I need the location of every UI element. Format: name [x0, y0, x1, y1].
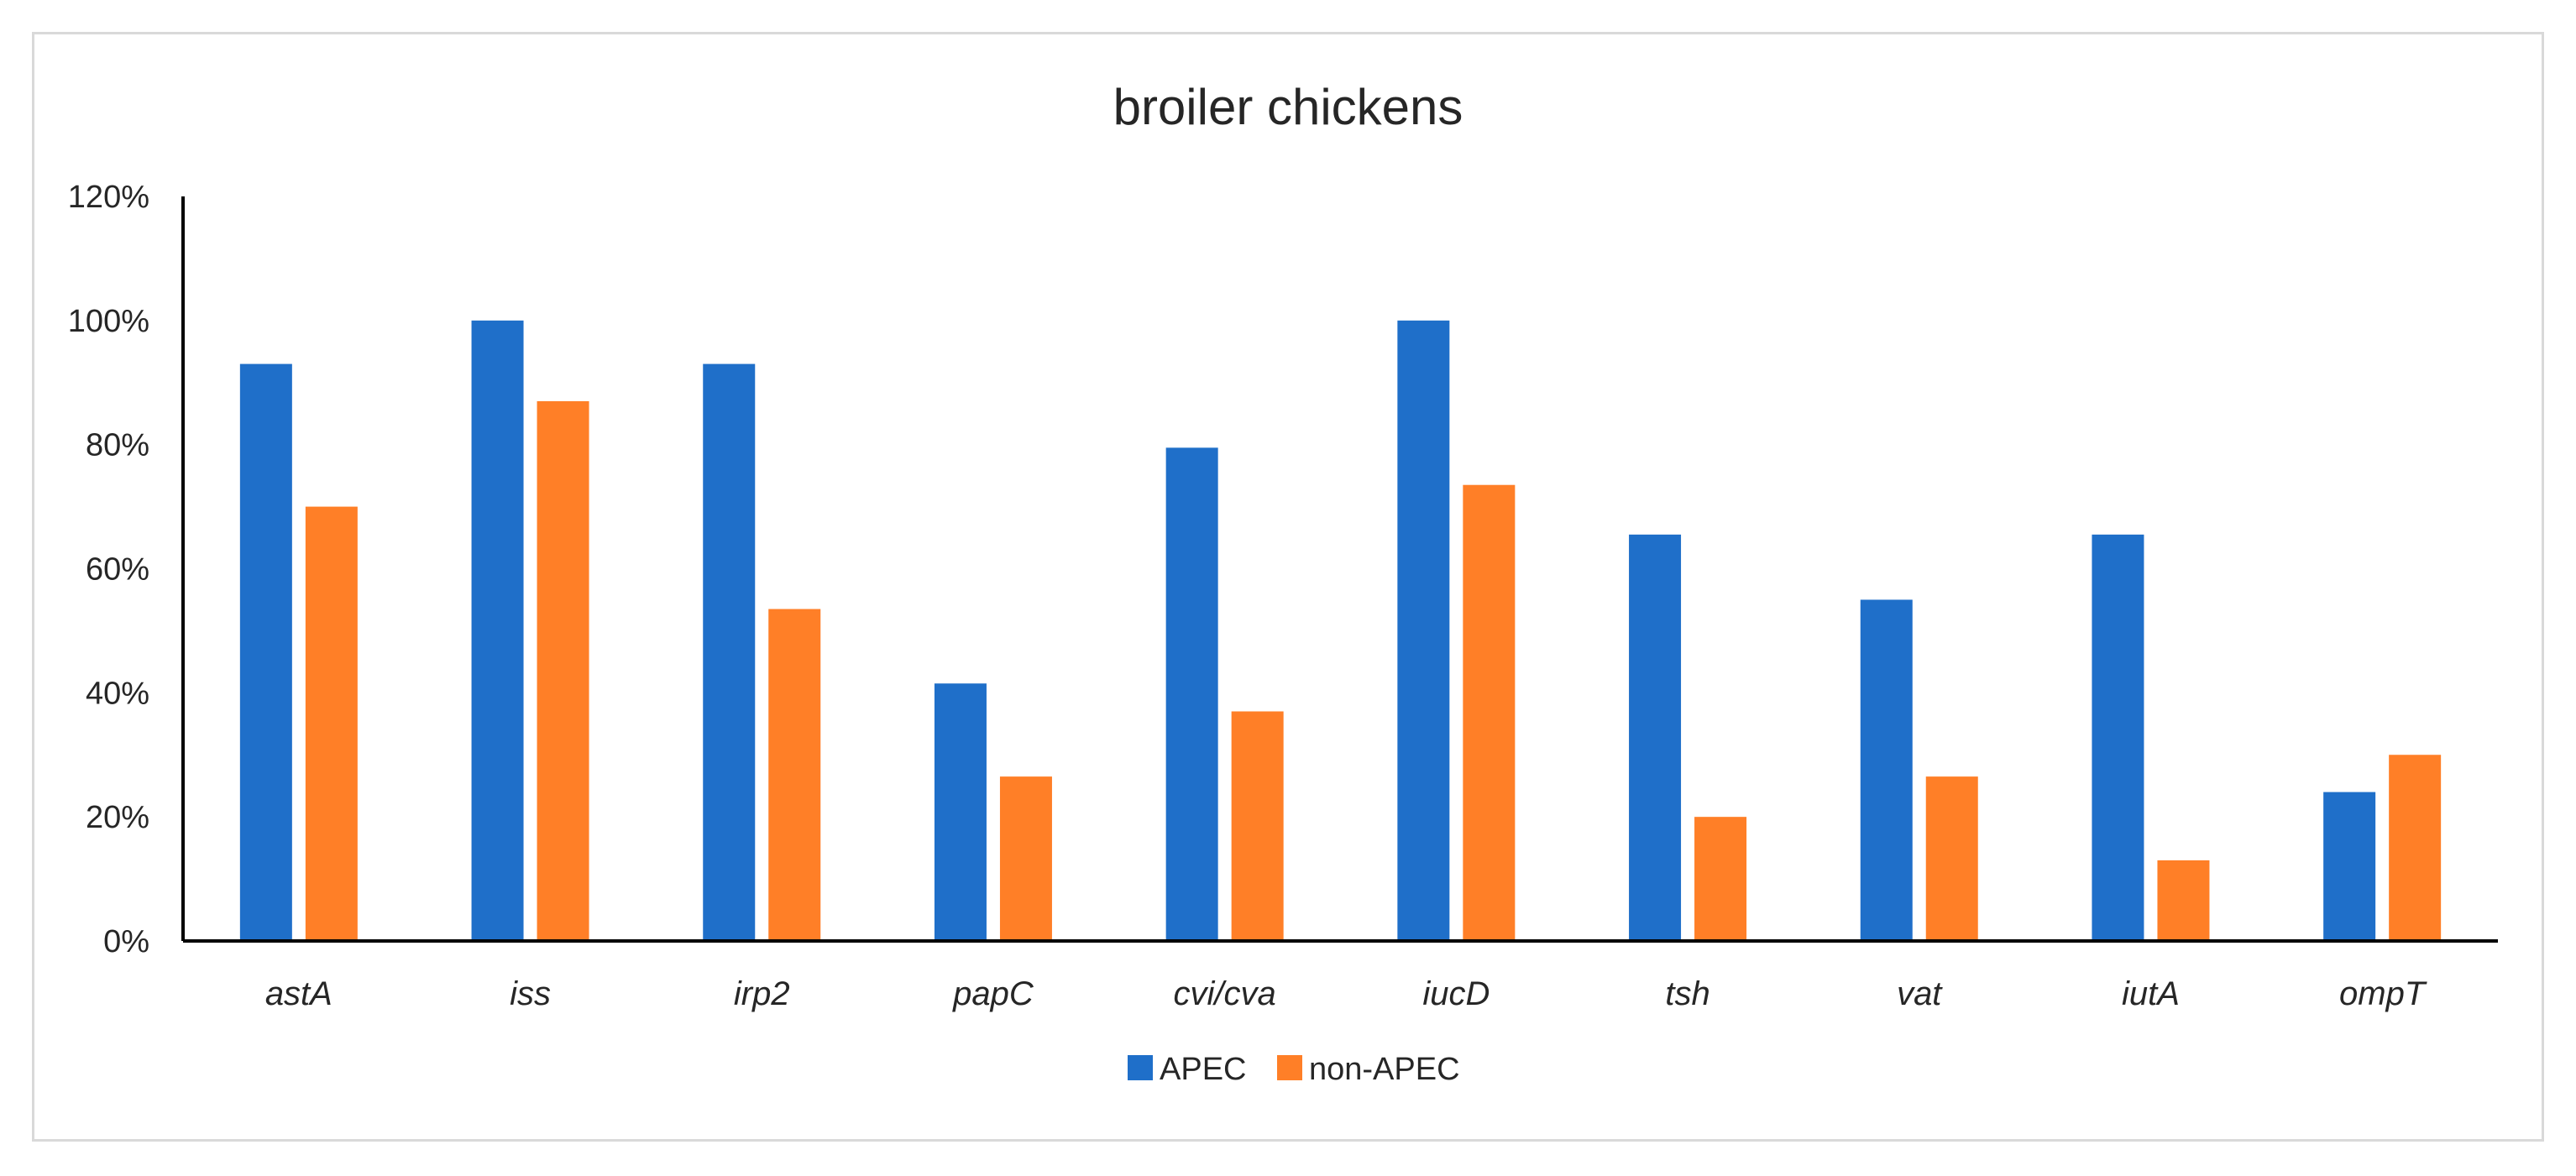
legend: APEC non-APEC — [1128, 1052, 1460, 1087]
x-tick-label: iss — [510, 975, 551, 1012]
bar-apec-ompT — [2323, 792, 2376, 941]
x-tick-label: ompT — [2339, 975, 2427, 1012]
bar-apec-irp2 — [703, 363, 756, 941]
bar-apec-iutA — [2092, 534, 2144, 941]
x-tick-label: tsh — [1665, 975, 1709, 1012]
x-tick-label: iutA — [2122, 975, 2180, 1012]
y-tick-label: 60% — [86, 552, 149, 588]
x-tick-label: cvi/cva — [1174, 975, 1276, 1012]
bars — [239, 320, 2442, 941]
x-tick-label: irp2 — [734, 975, 790, 1012]
bar-non-apec-iucD — [1463, 484, 1516, 941]
chart-title: broiler chickens — [1113, 79, 1463, 135]
bar-non-apec-papC — [999, 776, 1052, 941]
bar-non-apec-irp2 — [768, 609, 821, 941]
x-axis-ticks: astA iss irp2 papC cvi/cva iucD tsh vat iutA ompT — [265, 975, 2427, 1012]
bar-non-apec-iutA — [2157, 860, 2210, 941]
bar-apec-cvi-cva — [1165, 447, 1218, 941]
bar-apec-iss — [471, 320, 524, 941]
bar-non-apec-cvi-cva — [1231, 711, 1284, 941]
bar-apec-astA — [239, 363, 292, 941]
bar-non-apec-ompT — [2389, 755, 2442, 941]
y-tick-label: 0% — [103, 924, 149, 959]
y-axis-ticks: 0% 20% 40% 60% 80% 100% 120% — [68, 180, 149, 959]
legend-label-non-apec: non-APEC — [1309, 1052, 1460, 1087]
bar-apec-vat — [1860, 599, 1913, 941]
y-tick-label: 20% — [86, 800, 149, 835]
y-tick-label: 120% — [68, 180, 149, 215]
y-tick-label: 100% — [68, 304, 149, 339]
bar-non-apec-vat — [1925, 776, 1978, 941]
y-tick-label: 80% — [86, 428, 149, 463]
legend-swatch-apec — [1128, 1055, 1153, 1080]
x-tick-label: papC — [952, 975, 1034, 1012]
legend-label-apec: APEC — [1160, 1052, 1246, 1087]
bar-apec-papC — [934, 683, 987, 941]
y-tick-label: 40% — [86, 676, 149, 711]
bar-non-apec-astA — [305, 506, 358, 941]
x-tick-label: iucD — [1422, 975, 1490, 1012]
bar-non-apec-iss — [537, 400, 589, 941]
bar-apec-tsh — [1629, 534, 1682, 941]
x-tick-label: vat — [1897, 975, 1943, 1012]
bar-non-apec-tsh — [1694, 817, 1747, 941]
bar-apec-iucD — [1397, 320, 1450, 941]
x-tick-label: astA — [265, 975, 332, 1012]
legend-swatch-non-apec — [1277, 1055, 1302, 1080]
